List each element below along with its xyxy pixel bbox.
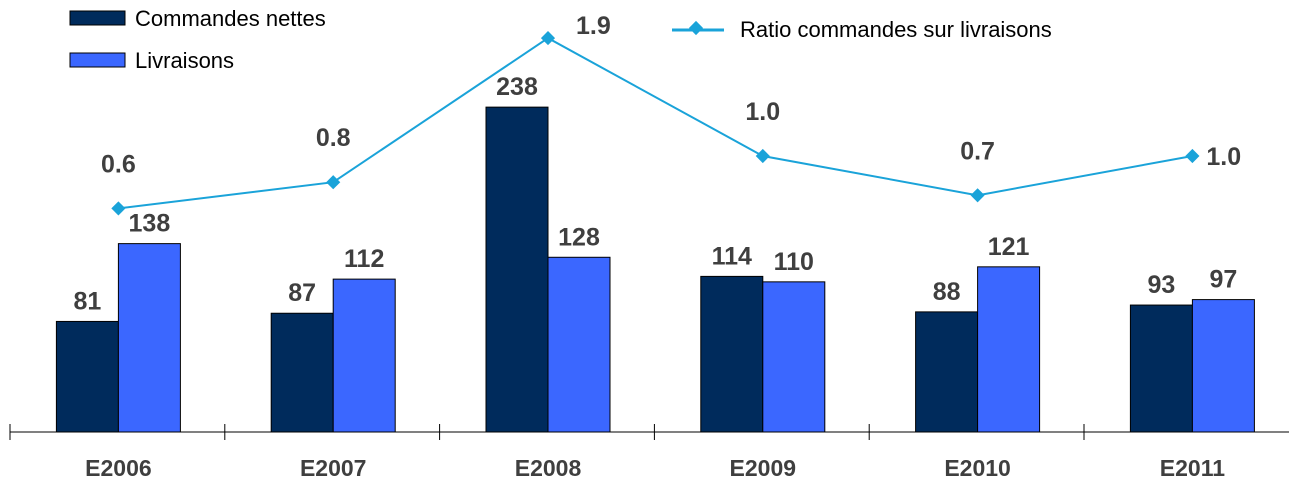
bar-label-livraisons: 138 <box>129 210 171 238</box>
bar-livraisons <box>117 243 181 433</box>
category-label: E2007 <box>300 455 367 481</box>
bar-commandes-nettes <box>270 312 334 433</box>
x-axis: E2006 E2007 E2008 E2009 E2010 E2011 <box>9 424 1289 481</box>
ratio-point <box>755 148 770 164</box>
ratio-label: 0.6 <box>101 150 136 178</box>
ratio-point <box>970 188 985 203</box>
legend-label-commandes-nettes: Commandes nettes <box>135 6 326 31</box>
bar-label-livraisons: 112 <box>344 245 384 273</box>
category-label: E2011 <box>1160 455 1225 481</box>
bar-commandes-nettes <box>1129 304 1193 433</box>
ratio-line <box>118 36 1193 210</box>
ratio-label: 0.8 <box>316 124 351 152</box>
bar-label-commandes-nettes: 87 <box>288 279 316 307</box>
ratio-label: 1.9 <box>576 12 611 40</box>
ratio-point <box>111 201 126 216</box>
ratio-line-layer <box>111 31 1200 216</box>
bar-commandes-nettes <box>485 106 549 433</box>
bar-label-commandes-nettes: 88 <box>933 278 961 306</box>
ratio-label: 1.0 <box>745 98 780 126</box>
bar-livraisons <box>1191 299 1255 433</box>
ratio-point <box>326 175 341 190</box>
bars-layer <box>55 106 1255 433</box>
ratio-label: 1.0 <box>1206 143 1241 171</box>
legend-marker-ratio <box>688 20 704 36</box>
bar-commandes-nettes <box>55 320 119 433</box>
bar-label-commandes-nettes: 93 <box>1147 271 1175 299</box>
category-label: E2010 <box>944 455 1011 481</box>
legend-label-livraisons: Livraisons <box>135 48 234 73</box>
bar-label-commandes-nettes: 81 <box>73 287 101 315</box>
bar-livraisons <box>762 281 826 433</box>
ratio-point <box>1185 148 1200 164</box>
ratio-point <box>540 31 556 46</box>
bar-commandes-nettes <box>700 275 764 433</box>
legend-swatch-livraisons <box>69 52 126 68</box>
bar-label-livraisons: 121 <box>988 233 1030 261</box>
bar-label-commandes-nettes: 238 <box>496 73 538 101</box>
bar-commandes-nettes <box>915 311 979 433</box>
ratio-label: 0.7 <box>960 137 995 165</box>
value-labels-layer: 81 138 87 112 238 128 114 110 88 121 93 97 0.6 0.8 1.9… <box>73 12 1241 315</box>
legend-swatch-commandes-nettes <box>69 10 126 26</box>
bar-livraisons <box>977 266 1041 433</box>
bar-livraisons <box>332 278 396 433</box>
legend-label-ratio: Ratio commandes sur livraisons <box>740 17 1052 42</box>
bar-label-commandes-nettes: 114 <box>712 242 752 270</box>
bar-label-livraisons: 110 <box>774 248 814 276</box>
bar-livraisons <box>547 256 611 433</box>
bar-label-livraisons: 128 <box>558 223 600 251</box>
category-label: E2008 <box>515 455 582 481</box>
bar-label-livraisons: 97 <box>1209 266 1237 294</box>
category-label: E2006 <box>85 455 152 481</box>
category-label: E2009 <box>730 455 797 481</box>
legend: Commandes nettes Livraisons Ratio comman… <box>69 6 1052 73</box>
